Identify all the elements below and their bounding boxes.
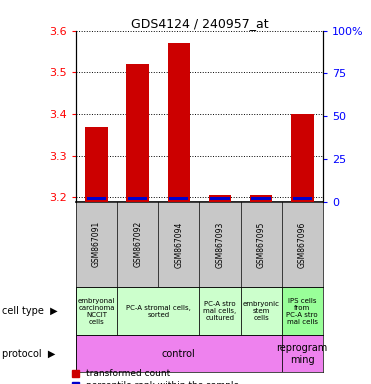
Legend: transformed count, percentile rank within the sample: transformed count, percentile rank withi… [72, 369, 240, 384]
Text: protocol  ▶: protocol ▶ [2, 349, 55, 359]
Bar [200, 287, 240, 335]
Text: GSM867094: GSM867094 [174, 221, 183, 268]
Bar [85, 127, 108, 202]
Text: control: control [162, 349, 196, 359]
Bar [293, 197, 312, 200]
Bar [252, 197, 271, 200]
Text: PC-A stromal cells,
sorted: PC-A stromal cells, sorted [126, 305, 191, 318]
Bar [282, 335, 323, 372]
Bar [169, 197, 188, 200]
Bar [76, 335, 282, 372]
Bar [209, 195, 231, 202]
Bar [168, 43, 190, 202]
Bar [128, 197, 147, 200]
Bar [76, 287, 117, 335]
Title: GDS4124 / 240957_at: GDS4124 / 240957_at [131, 17, 268, 30]
Text: GSM867093: GSM867093 [216, 221, 224, 268]
Bar [250, 195, 272, 202]
Text: PC-A stro
mal cells,
cultured: PC-A stro mal cells, cultured [203, 301, 237, 321]
Bar [127, 64, 149, 202]
Text: GSM867092: GSM867092 [133, 221, 142, 267]
Text: embryonic
stem
cells: embryonic stem cells [243, 301, 280, 321]
Bar [117, 287, 200, 335]
Text: embryonal
carcinoma
NCCIT
cells: embryonal carcinoma NCCIT cells [78, 298, 115, 324]
Bar [87, 197, 106, 200]
Bar [282, 287, 323, 335]
Bar [210, 197, 230, 200]
Text: GSM867095: GSM867095 [257, 221, 266, 268]
Text: reprogram
ming: reprogram ming [277, 343, 328, 364]
Text: cell type  ▶: cell type ▶ [2, 306, 58, 316]
Text: IPS cells
from
PC-A stro
mal cells: IPS cells from PC-A stro mal cells [286, 298, 318, 324]
Bar [240, 287, 282, 335]
Text: GSM867096: GSM867096 [298, 221, 307, 268]
Bar [291, 114, 313, 202]
Text: GSM867091: GSM867091 [92, 221, 101, 267]
